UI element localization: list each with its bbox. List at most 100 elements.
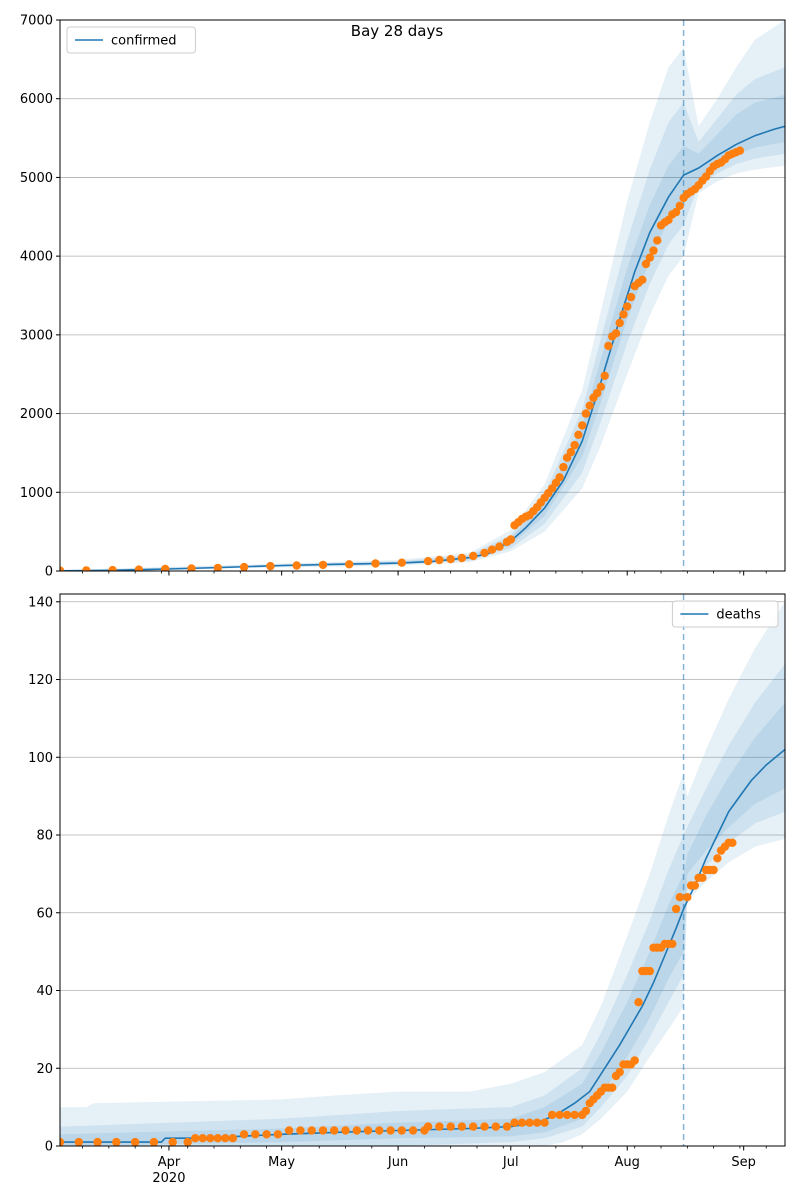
observed-point: [570, 1110, 579, 1120]
figure-title: Bay 28 days: [351, 22, 444, 40]
uncertainty-band-3: [60, 94, 785, 571]
observed-point: [690, 881, 699, 890]
plot-area: [60, 20, 785, 571]
observed-point: [626, 292, 636, 302]
observed-point: [495, 542, 504, 551]
observed-point: [273, 1130, 283, 1139]
x-tick-label: Jun: [387, 1155, 408, 1170]
observed-point: [593, 388, 602, 398]
observed-point: [266, 561, 275, 571]
observed-point: [574, 430, 583, 439]
y-tick-label: 7000: [20, 14, 53, 29]
observed-point: [506, 535, 515, 544]
observed-point: [318, 1126, 328, 1135]
y-tick-label: 20: [36, 1062, 53, 1077]
x-tick-label: Apr: [158, 1155, 181, 1170]
observed-point: [60, 1137, 65, 1146]
observed-point: [435, 1122, 444, 1131]
observed-point: [60, 566, 65, 571]
observed-point: [728, 838, 737, 847]
axes-frame: [59, 19, 786, 572]
observed-point: [341, 1126, 350, 1135]
observed-point: [457, 1122, 467, 1131]
y-tick-label: 60: [36, 906, 53, 921]
observed-point: [510, 1118, 519, 1127]
observed-point: [645, 966, 654, 976]
observed-point: [491, 1122, 500, 1131]
observed-point: [675, 893, 684, 902]
observed-point: [161, 564, 170, 571]
observed-point: [562, 1110, 572, 1120]
observed-point: [251, 1130, 260, 1139]
y-tick-label: 40: [36, 984, 53, 999]
observed-point: [363, 1126, 373, 1135]
observed-point: [206, 1134, 215, 1143]
plot-area: [60, 594, 785, 1146]
y-tick-label: 2000: [20, 407, 53, 422]
observed-point: [671, 207, 681, 217]
uncertainty-band-1: [60, 601, 785, 1146]
observed-point: [559, 462, 568, 472]
observed-point: [408, 1126, 418, 1135]
legend-label: deaths: [716, 608, 761, 623]
y-tick-label: 0: [45, 1140, 53, 1155]
observed-point: [671, 904, 681, 914]
y-tick-label: 4000: [20, 250, 53, 265]
x-tick-label: Sep: [731, 1155, 756, 1170]
observed-point: [675, 201, 684, 210]
observed-point: [134, 565, 144, 571]
observed-point: [435, 555, 444, 565]
observed-point: [446, 555, 455, 564]
observed-point: [487, 545, 497, 554]
observed-point: [330, 1126, 339, 1135]
observed-point: [570, 440, 579, 450]
observed-point: [596, 382, 606, 391]
observed-point: [615, 318, 624, 328]
observed-point: [168, 1137, 177, 1146]
observed-point: [397, 1126, 406, 1135]
observed-point: [555, 1110, 564, 1120]
observed-point: [469, 1122, 478, 1131]
observed-point: [653, 236, 662, 245]
observed-point: [668, 939, 677, 949]
x-tick-label: May: [268, 1155, 295, 1170]
confirmed-panel: 0 1000 2000 3000 4000 5000 6000 7000 confirmed: [20, 14, 786, 580]
observed-point: [735, 146, 745, 155]
observed-point: [683, 893, 692, 902]
observed-point: [183, 1137, 192, 1146]
observed-point: [480, 548, 489, 558]
observed-point: [198, 1134, 207, 1143]
y-tick-label: 5000: [20, 171, 53, 186]
y-tick-label: 140: [28, 595, 53, 610]
observed-point: [397, 558, 406, 567]
observed-point: [585, 401, 594, 410]
x-tick-sublabel: 2020: [152, 1171, 185, 1186]
observed-point: [213, 1134, 222, 1143]
observed-point: [619, 310, 628, 319]
observed-point: [469, 551, 478, 561]
observed-point: [608, 1083, 617, 1092]
observed-point: [709, 865, 718, 875]
observed-point: [112, 1137, 121, 1146]
observed-point: [292, 561, 301, 570]
observed-point: [566, 447, 576, 457]
y-tick-label: 3000: [20, 328, 53, 343]
legend: deaths: [671, 600, 779, 628]
observed-point: [130, 1137, 140, 1146]
observed-point: [623, 302, 632, 311]
observed-point: [540, 1118, 549, 1127]
observed-point: [611, 329, 621, 338]
observed-point: [641, 259, 651, 269]
observed-point: [713, 854, 722, 863]
observed-point: [345, 560, 354, 569]
observed-point: [284, 1126, 294, 1135]
observed-point: [318, 560, 328, 570]
observed-point: [638, 275, 647, 284]
fit-line: [60, 748, 785, 1143]
observed-point: [239, 562, 249, 571]
y-tick-label: 0: [45, 565, 53, 580]
observed-point: [698, 873, 707, 882]
observed-point: [371, 559, 380, 568]
legend-box: [671, 600, 779, 628]
